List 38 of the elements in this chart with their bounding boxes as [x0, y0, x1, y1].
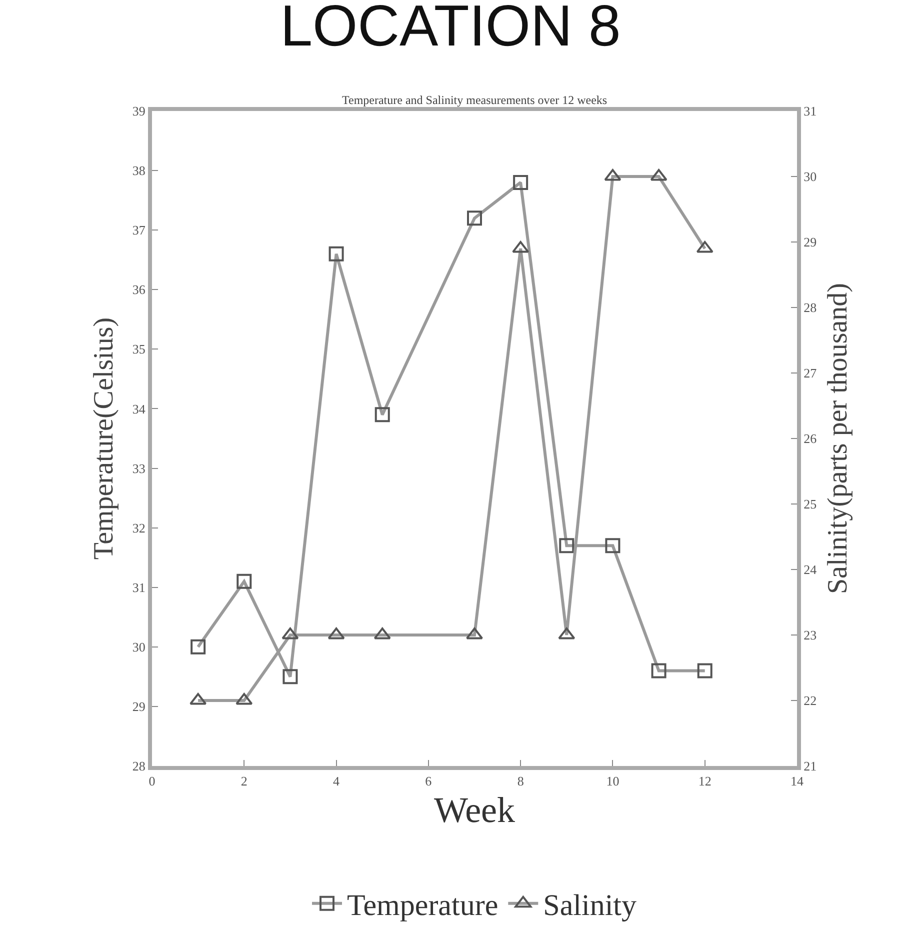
- legend-label: Temperature: [347, 889, 498, 922]
- y2-tick-label: 24: [804, 562, 818, 578]
- legend-label: Salinity: [543, 889, 636, 922]
- y2-tick-label: 28: [804, 300, 817, 316]
- y-tick-label: 36: [132, 282, 146, 298]
- y2-tick-label: 25: [804, 496, 817, 512]
- y-tick-label: 28: [132, 758, 146, 774]
- x-tick-label: 0: [148, 774, 156, 789]
- y2-tick-label: 27: [804, 366, 818, 381]
- chart-title: LOCATION 8: [280, 0, 621, 58]
- x-tick-label: 10: [606, 774, 620, 789]
- y-tick-label: 39: [132, 104, 146, 119]
- x-tick-label: 14: [790, 774, 804, 789]
- x-tick-label: 2: [240, 774, 248, 789]
- y2-tick-label: 30: [804, 169, 817, 184]
- y-tick-label: 29: [132, 699, 146, 714]
- y-tick-label: 32: [132, 520, 146, 536]
- y2-tick-label: 23: [804, 628, 817, 643]
- chart-subtitle: Temperature and Salinity measurements over 12 weeks: [342, 93, 608, 107]
- y-tick-label: 34: [132, 401, 146, 416]
- x-tick-label: 6: [425, 774, 432, 789]
- x-tick-label: 8: [517, 774, 524, 789]
- y-tick-label: 38: [132, 163, 146, 178]
- x-tick-label: 12: [698, 774, 712, 789]
- y2-tick-label: 26: [804, 431, 818, 446]
- y2-tick-label: 29: [804, 234, 817, 250]
- y2-axis-title: Salinity(parts per thousand): [822, 282, 854, 594]
- y2-tick-label: 22: [804, 693, 817, 708]
- y-axis-title: Temperature(Celsius): [88, 317, 120, 560]
- y-tick-label: 30: [132, 639, 146, 654]
- y-tick-label: 37: [132, 222, 146, 238]
- y-tick-label: 33: [132, 460, 146, 476]
- y2-tick-label: 21: [804, 758, 817, 774]
- x-axis-title: Week: [434, 790, 516, 830]
- y2-tick-label: 31: [804, 104, 817, 119]
- x-tick-label: 4: [333, 774, 340, 789]
- y-tick-label: 35: [132, 342, 146, 357]
- y-tick-label: 31: [132, 580, 146, 595]
